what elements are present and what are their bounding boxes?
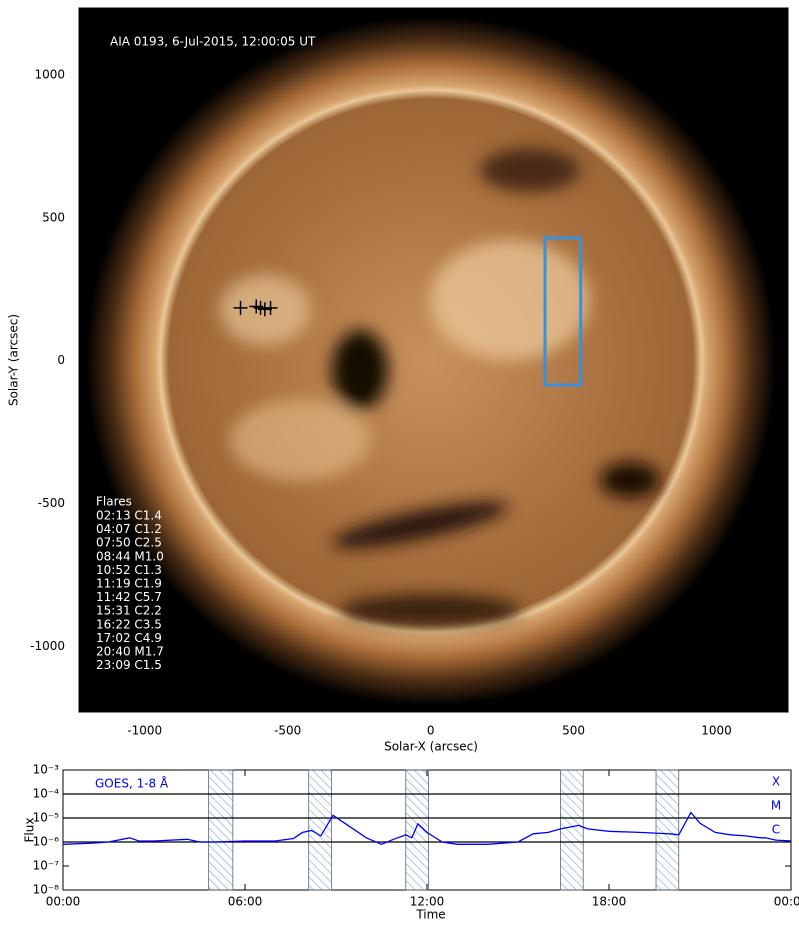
flare-marker (233, 300, 248, 315)
flare-entry: 15:31 C2.2 (96, 604, 162, 618)
class-label: X (772, 775, 780, 789)
class-label: M (771, 799, 781, 813)
x-tick-label: 00:00 (46, 895, 81, 909)
x-tick-label: -500 (274, 724, 301, 738)
y-axis-label: Solar-Y (arcsec) (7, 314, 21, 406)
flare-window (308, 769, 332, 891)
flare-window (560, 769, 584, 891)
y-tick-label: 10⁻³ (33, 763, 60, 777)
flare-marker (263, 300, 278, 315)
flux-line (62, 811, 792, 846)
y-tick-label: 10⁻⁵ (33, 811, 60, 825)
flare-window (405, 769, 429, 891)
flare-entry: 11:42 C5.7 (96, 590, 162, 604)
flare-entry: 08:44 M1.0 (96, 549, 164, 563)
sun-image (79, 8, 788, 712)
flare-entry: 10:52 C1.3 (96, 563, 162, 577)
x-tick-label: 18:00 (592, 895, 627, 909)
x-axis-label: Solar-X (arcsec) (384, 740, 478, 754)
y-tick-label: 500 (42, 210, 65, 224)
class-label: C (772, 823, 780, 837)
y-tick-label: 1000 (34, 68, 65, 82)
y-tick-label: 10⁻⁸ (33, 883, 60, 897)
x-tick-label: 1000 (701, 724, 732, 738)
y-tick-label: 10⁻⁶ (33, 835, 60, 849)
flare-entry: 17:02 C4.9 (96, 631, 162, 645)
flare-entry: 07:50 C2.5 (96, 536, 162, 550)
flare-entry: 04:07 C1.2 (96, 522, 162, 536)
y-tick-label: 10⁻⁴ (33, 787, 60, 801)
x-axis-label: Time (415, 908, 445, 922)
y-axis-label: Flux (23, 818, 37, 843)
flare-entry: 11:19 C1.9 (96, 577, 162, 591)
flare-entry: 23:09 C1.5 (96, 658, 162, 672)
y-tick-label: 0 (57, 353, 65, 367)
image-frame (78, 7, 789, 713)
flare-window (208, 769, 234, 891)
flare-entry: 02:13 C1.4 (96, 509, 162, 523)
x-tick-label: 0 (427, 724, 435, 738)
x-tick-label: -1000 (127, 724, 162, 738)
y-tick-label: -500 (38, 496, 65, 510)
image-title: AIA 0193, 6-Jul-2015, 12:00:05 UT (110, 35, 316, 49)
flares-title: Flares (96, 495, 132, 509)
legend-entry: GOES, 1-8 Å (95, 776, 169, 791)
flare-window (655, 769, 680, 891)
x-tick-label: 00:00 (774, 895, 799, 909)
y-tick-label: 10⁻⁷ (33, 859, 60, 873)
y-tick-label: -1000 (30, 639, 65, 653)
flare-marker (257, 302, 272, 317)
x-tick-label: 06:00 (228, 895, 263, 909)
region-box (543, 236, 583, 387)
x-tick-label: 12:00 (410, 895, 445, 909)
flare-entry: 16:22 C3.5 (96, 617, 162, 631)
x-tick-label: 500 (562, 724, 585, 738)
flare-entry: 20:40 M1.7 (96, 645, 164, 659)
